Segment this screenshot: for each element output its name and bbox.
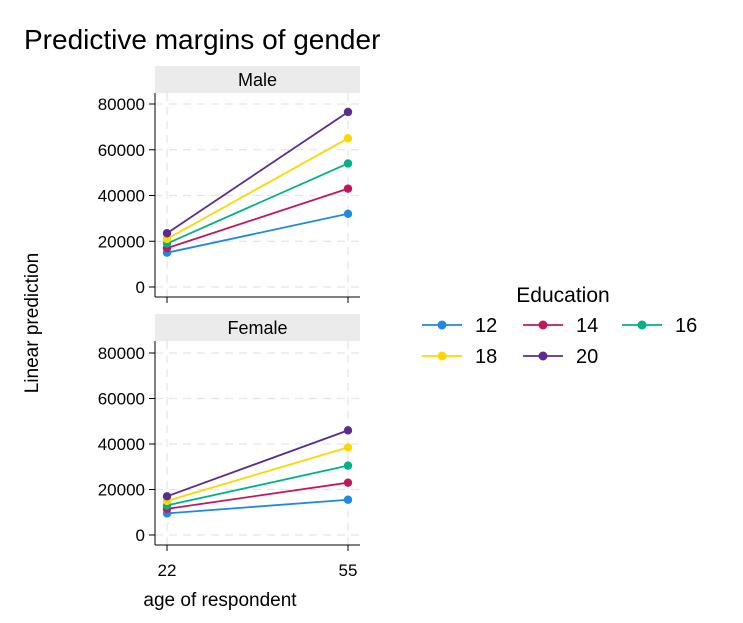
legend-label: 18 [475,346,497,368]
panel-strip-label: Female [227,318,287,338]
panel-male: Male 0 20000 40000 60000 80000 [98,66,360,303]
series-line-14 [166,187,349,249]
y-axis-title: Linear prediction [22,253,43,393]
y-tick-label: 20000 [98,481,145,500]
legend: Education 12 14 16 18 20 [422,284,697,368]
legend-marker [437,320,447,330]
y-tick-label: 80000 [98,95,145,114]
y-tick-label: 60000 [98,390,145,409]
legend-marker [437,351,447,361]
series-line-18 [166,137,349,240]
series-line-14 [166,481,349,510]
legend-label: 16 [675,315,697,337]
y-tick-label: 40000 [98,187,145,206]
y-tick-label: 40000 [98,435,145,454]
series-line-12 [166,212,349,254]
data-point-20 [343,107,353,117]
series-line-20 [166,111,349,234]
data-point-16 [343,159,353,168]
data-point-20 [343,426,353,435]
panel-female: Female 0 20000 40000 60000 80000 22 55 [98,314,360,580]
data-point-18 [343,443,353,452]
series-line-12 [166,498,349,515]
x-tick-label: 22 [158,561,177,580]
panel-strip-label: Male [238,70,277,90]
x-axis-title: age of respondent [143,590,297,611]
legend-label: 20 [576,346,598,368]
legend-item-12: 12 [422,315,497,337]
series-line-20 [166,429,349,498]
data-point-14 [343,184,353,193]
y-tick-label: 0 [136,526,145,545]
panel-strip [155,66,360,93]
legend-item-16: 16 [622,315,697,337]
series-line-16 [166,464,349,507]
panel-strip [155,314,360,341]
y-tick-label: 60000 [98,141,145,160]
series-line-16 [166,162,349,245]
data-point-12 [343,209,353,218]
y-tick-label: 80000 [98,344,145,363]
panels-group: Male 0 20000 40000 60000 80000 Female 0 20000 400… [98,66,360,580]
y-tick-label: 20000 [98,232,145,251]
data-point-16 [343,461,353,470]
legend-item-20: 20 [523,346,598,368]
legend-item-18: 18 [422,346,497,368]
legend-label: 12 [475,315,497,337]
legend-marker [538,320,548,330]
legend-item-14: 14 [523,315,598,337]
y-tick-label: 0 [136,278,145,297]
data-point-12 [343,495,353,504]
legend-marker [538,351,548,361]
data-point-20 [162,229,172,238]
data-point-20 [162,492,172,501]
series-line-18 [166,446,349,502]
data-point-18 [343,134,353,143]
legend-title: Education [516,284,609,307]
data-point-14 [343,478,353,487]
legend-label: 14 [576,315,598,337]
x-tick-label: 55 [339,561,358,580]
legend-marker [637,320,647,330]
chart-title: Predictive margins of gender [24,24,380,55]
